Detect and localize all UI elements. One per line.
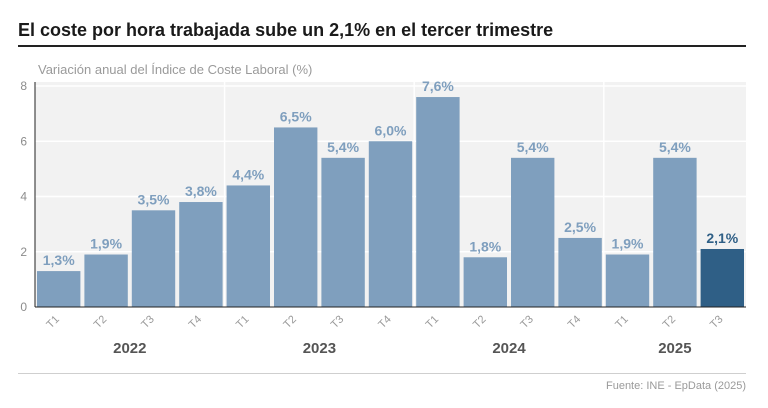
x-tick-label: T1 — [613, 313, 631, 331]
bar — [321, 157, 365, 307]
chart-title: El coste por hora trabajada sube un 2,1%… — [18, 20, 554, 40]
bar — [368, 141, 413, 307]
year-label: 2025 — [658, 340, 691, 357]
x-tick-label: T3 — [518, 313, 536, 331]
x-tick-label: T2 — [471, 313, 489, 331]
x-tick-label: T4 — [376, 313, 394, 331]
bar — [179, 202, 223, 307]
x-tick-label: T2 — [92, 313, 110, 331]
bar-value-label: 4,4% — [232, 166, 264, 182]
year-label: 2022 — [113, 340, 146, 357]
bar — [84, 254, 128, 307]
bar-value-label: 5,4% — [517, 139, 549, 155]
x-tick-label: T2 — [661, 313, 679, 331]
x-tick-label: T2 — [281, 313, 299, 331]
bar-value-label: 1,3% — [43, 252, 75, 268]
bar-value-label: 3,5% — [138, 191, 170, 207]
title-divider — [18, 45, 746, 47]
x-tick-label: T1 — [234, 313, 252, 331]
bar-value-label: 1,9% — [612, 236, 644, 252]
y-tick-label: 2 — [20, 245, 27, 259]
bar — [700, 248, 744, 307]
source-note: Fuente: INE - EpData (2025) — [605, 380, 746, 392]
bar — [131, 210, 176, 307]
y-tick-label: 4 — [20, 190, 27, 204]
bar-value-label: 2,1% — [706, 230, 738, 246]
bar — [226, 185, 270, 307]
footer-divider — [18, 373, 746, 374]
bar — [653, 157, 697, 307]
bar-value-label: 2,5% — [564, 219, 596, 235]
bar — [37, 271, 81, 307]
y-tick-label: 0 — [20, 300, 27, 314]
bar-value-label: 3,8% — [185, 183, 217, 199]
bar-value-label: 5,4% — [327, 139, 359, 155]
x-tick-label: T1 — [424, 313, 442, 331]
x-tick-label: T4 — [187, 313, 205, 331]
x-tick-label: T3 — [329, 313, 347, 331]
bar — [558, 237, 602, 307]
y-tick-label: 6 — [20, 134, 27, 148]
y-tick-label: 8 — [20, 79, 27, 93]
x-tick-label: T3 — [139, 313, 157, 331]
bar — [416, 97, 460, 307]
year-label: 2024 — [492, 340, 526, 357]
bar-value-label: 6,0% — [375, 122, 407, 138]
x-tick-label: T1 — [44, 313, 62, 331]
bar-value-label: 7,6% — [422, 78, 454, 94]
chart-subtitle: Variación anual del Índice de Coste Labo… — [38, 62, 313, 77]
bar — [605, 254, 650, 307]
bar-value-label: 6,5% — [280, 108, 312, 124]
bar-value-label: 1,8% — [469, 238, 501, 254]
bar — [463, 257, 507, 307]
bar-value-label: 1,9% — [90, 236, 122, 252]
year-label: 2023 — [303, 340, 336, 357]
bar-value-label: 5,4% — [659, 139, 691, 155]
x-tick-label: T4 — [566, 313, 584, 331]
bar — [274, 127, 318, 307]
bar — [511, 157, 555, 307]
x-tick-label: T3 — [708, 313, 726, 331]
